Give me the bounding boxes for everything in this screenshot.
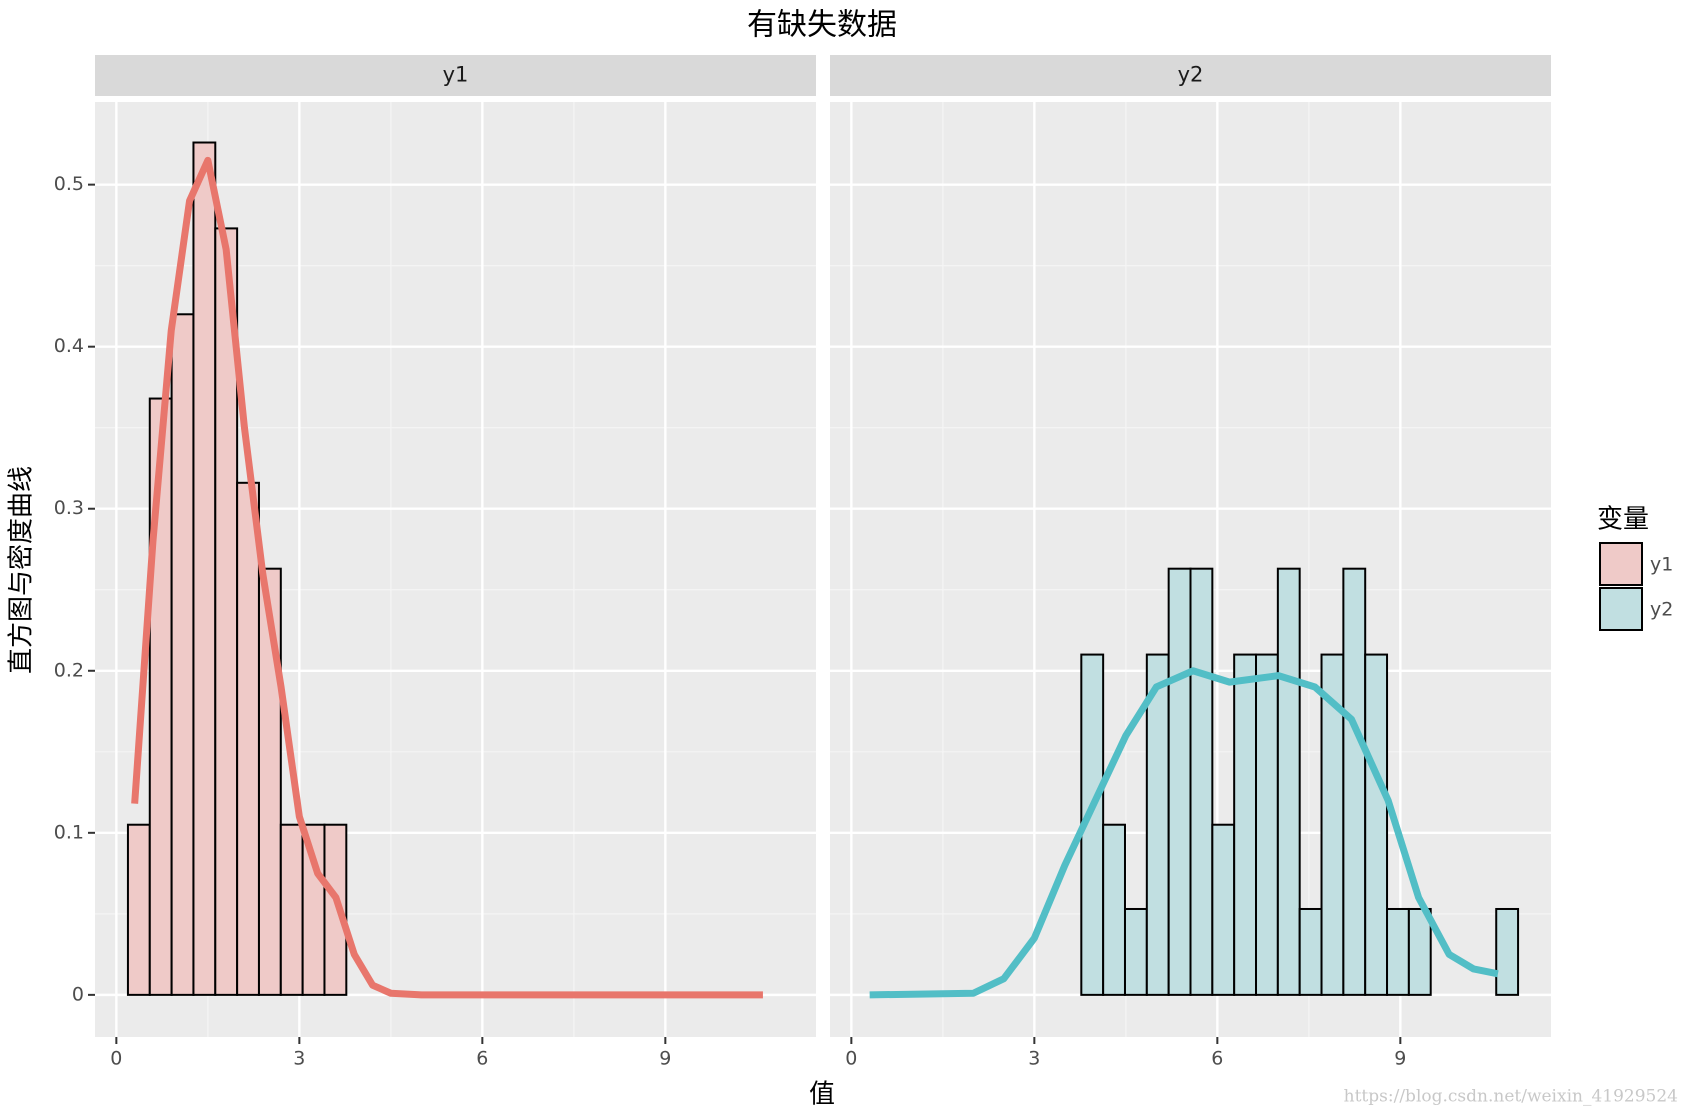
histogram-bar: [1255, 653, 1279, 996]
y-tick-label: 0.3: [54, 497, 84, 519]
histogram-bar: [1145, 653, 1170, 996]
histogram-bar: [1364, 653, 1389, 996]
histogram-bar: [1407, 907, 1432, 996]
facet-label: y2: [1178, 63, 1204, 87]
histogram-bar: [1233, 653, 1258, 996]
chart-title: 有缺失数据: [747, 8, 897, 43]
x-tick-label: 0: [110, 1048, 122, 1070]
histogram-bar: [1167, 567, 1192, 996]
histogram-bar: [1298, 907, 1323, 996]
density-curve: [131, 156, 763, 999]
legend-label: y2: [1650, 599, 1673, 621]
legend-title: 变量: [1597, 505, 1649, 535]
histogram-bar: [1276, 567, 1301, 996]
histogram-bar: [1123, 907, 1148, 996]
x-tick-label: 9: [659, 1048, 671, 1070]
x-tick-label: 3: [1028, 1048, 1040, 1070]
y-tick-label: 0.1: [54, 821, 84, 843]
facet-strip: [830, 55, 1551, 96]
histogram-bar: [126, 823, 151, 996]
y-tick-label: 0.2: [54, 659, 84, 681]
y-tick-label: 0.5: [54, 173, 84, 195]
watermark: https://blog.csdn.net/weixin_41929524: [1344, 1087, 1678, 1107]
x-tick-label: 9: [1394, 1048, 1406, 1070]
histogram-bar: [1386, 907, 1410, 996]
x-tick-label: 6: [476, 1048, 488, 1070]
x-tick-label: 0: [845, 1048, 857, 1070]
histogram-bar: [192, 141, 217, 996]
histogram-bar: [1211, 823, 1236, 996]
facet-strip: [95, 55, 816, 96]
histogram-bar: [1342, 567, 1367, 996]
y-axis-title: 直方图与密度曲线: [7, 466, 37, 674]
histogram-bar: [323, 823, 348, 996]
histogram-bar: [236, 481, 260, 996]
x-tick-label: 3: [293, 1048, 305, 1070]
histogram-bar: [279, 823, 304, 996]
legend-label: y1: [1650, 554, 1673, 576]
legend-key: [1599, 587, 1643, 631]
histogram-bar: [1189, 567, 1214, 996]
x-axis-title: 值: [809, 1080, 835, 1110]
legend-key: [1599, 542, 1643, 586]
y-tick-label: 0: [72, 983, 84, 1005]
histogram-bar: [257, 567, 282, 996]
histogram-bar: [1102, 823, 1126, 996]
histogram-bar: [170, 313, 195, 996]
facet-label: y1: [443, 63, 469, 87]
x-tick-label: 6: [1211, 1048, 1223, 1070]
histogram-bar: [1495, 907, 1520, 996]
y-tick-label: 0.4: [54, 335, 84, 357]
density-curve: [869, 667, 1499, 999]
